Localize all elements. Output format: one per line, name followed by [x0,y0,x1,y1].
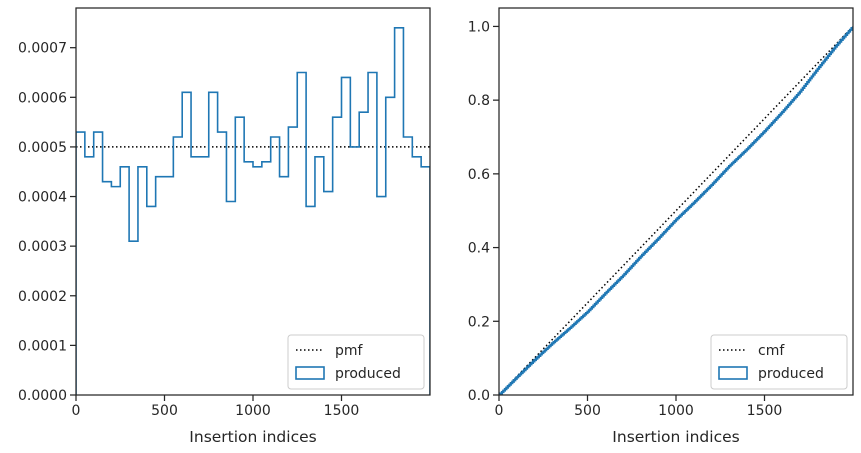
legend-box [710,334,848,390]
legend-label-produced: produced [758,366,824,382]
plot-panel-2: 0 500 1000 1500 0.0 0.2 0.4 0.6 0.8 1.0 Insertion … [468,7,854,446]
y-tick-label: 0.4 [468,241,490,257]
x-tick-label: 500 [574,403,601,419]
y-tick-label: 0.0002 [18,289,67,305]
legend-label-pmf: pmf [335,343,364,359]
x-tick-label: 0 [495,403,504,419]
y-tick-label: 0.6 [468,167,490,183]
y-tick-label: 0.0003 [18,239,67,255]
series-cmf-line [499,25,853,395]
series-produced-line [76,27,430,395]
y-tick-label: 0.0001 [18,338,67,354]
legend: pmf produced [287,334,425,390]
x-tick-label: 1500 [324,403,360,419]
y-tick-label: 1.0 [468,19,490,35]
y-tick-label: 0.0000 [18,388,67,404]
y-tick-label: 0.0007 [18,41,67,57]
y-tick-label: 0.0006 [18,90,67,106]
legend-label-produced: produced [335,366,401,382]
y-tick-label: 0.0 [468,388,490,404]
x-axis-label: Insertion indices [612,428,739,446]
y-tick-label: 0.0005 [18,140,67,156]
x-tick-label: 1500 [747,403,783,419]
x-axis-label: Insertion indices [189,428,316,446]
y-tick-label: 0.0004 [18,190,67,206]
legend-swatch-produced [295,366,325,380]
x-tick-label: 500 [151,403,178,419]
x-tick-label: 1000 [235,403,271,419]
legend-box [287,334,425,390]
plot-panel-1: 0 500 1000 1500 0.0000 0.0001 0.0002 0.0003 0.00… [18,7,431,446]
legend-label-cmf: cmf [758,343,785,359]
legend: cmf produced [710,334,848,390]
series-produced-line [499,26,853,395]
y-tick-label: 0.2 [468,314,490,330]
x-tick-label: 0 [72,403,81,419]
x-tick-label: 1000 [658,403,694,419]
legend-swatch-produced [718,366,748,380]
y-tick-label: 0.8 [468,93,490,109]
